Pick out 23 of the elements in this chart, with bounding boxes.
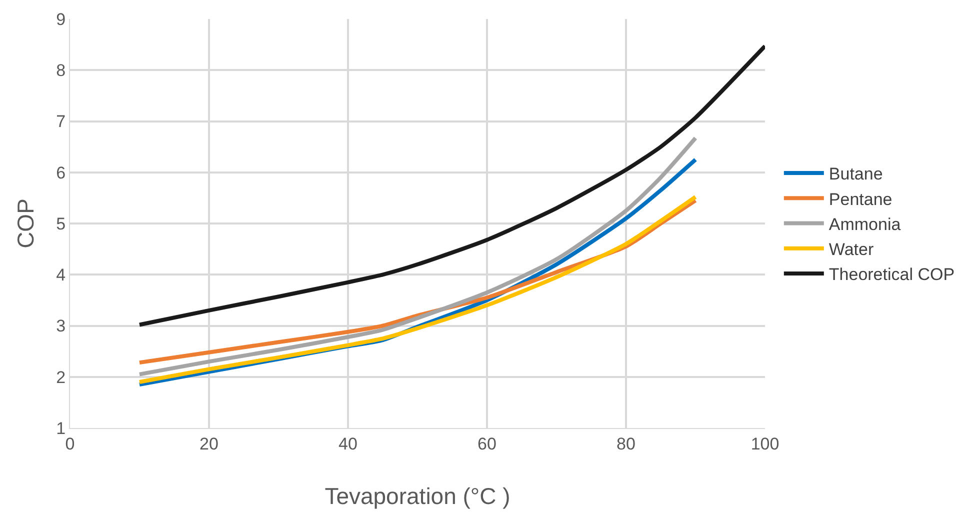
y-tick-label: 1: [56, 418, 66, 438]
x-tick-label: 60: [478, 434, 496, 454]
x-axis-title: Tevaporation (°C ): [324, 483, 510, 509]
legend-label: Theoretical COP: [828, 265, 955, 284]
legend-label: Pentane: [828, 190, 892, 209]
y-tick-label: 2: [56, 368, 66, 387]
legend-label: Water: [828, 240, 874, 259]
y-axis-title: COP: [12, 198, 39, 248]
line-series: [138, 44, 765, 327]
legend-label: Butane: [828, 164, 883, 184]
x-tick-label: 0: [65, 434, 75, 454]
x-tick-label: 40: [338, 434, 358, 454]
y-tick-label: 6: [56, 163, 66, 182]
y-tick-label: 5: [56, 214, 66, 234]
x-tick-label: 20: [200, 434, 218, 454]
x-tick-label: 80: [616, 434, 636, 454]
y-tick-label: 8: [56, 61, 66, 80]
y-tick-label: 3: [56, 316, 66, 336]
x-tick-label: 100: [750, 434, 780, 454]
legend-label: Ammonia: [828, 214, 902, 234]
y-tick-label: 7: [56, 112, 66, 132]
y-tick-label: 9: [56, 10, 66, 29]
y-tick-label: 4: [56, 266, 66, 285]
